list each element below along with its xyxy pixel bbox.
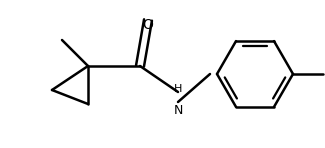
Text: H: H [174,84,182,94]
Text: N: N [173,104,183,117]
Text: O: O [143,18,153,32]
